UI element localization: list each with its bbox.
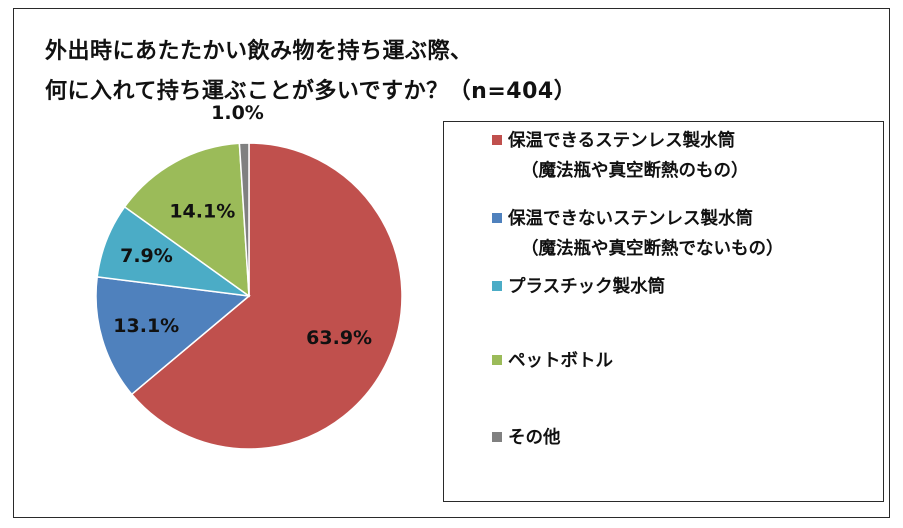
legend-label-non-insulated-steel: 保温できないステンレス製水筒 <box>508 209 753 229</box>
legend-label-other: その他 <box>508 428 561 448</box>
pie-slice-non-insulated-steel <box>95 275 251 396</box>
legend-swatch-pet-bottle <box>492 355 502 365</box>
legend-item-pet-bottle: ペットボトル <box>492 348 613 374</box>
legend-swatch-other <box>492 432 502 442</box>
pie-slice-other <box>238 142 250 297</box>
legend-swatch-non-insulated-steel <box>492 213 502 223</box>
legend-label-insulated-steel: 保温できるステンレス製水筒 <box>508 131 736 151</box>
legend-item-insulated-steel: 保温できるステンレス製水筒 （魔法瓶や真空断熱のもの） <box>492 128 749 184</box>
legend-item-other: その他 <box>492 425 561 451</box>
legend-swatch-insulated-steel <box>492 135 502 145</box>
legend-sublabel-non-insulated-steel: （魔法瓶や真空断熱でないもの） <box>521 239 784 259</box>
legend-item-non-insulated-steel: 保温できないステンレス製水筒 （魔法瓶や真空断熱でないもの） <box>492 206 784 262</box>
data-label-non-insulated-steel: 13.1% <box>113 315 179 337</box>
pie-slice-insulated-steel <box>130 142 403 450</box>
chart-title-line2: 何に入れて持ち運ぶことが多いですか？（n=404） <box>45 79 577 104</box>
data-label-plastic: 7.9% <box>120 245 173 267</box>
data-label-pet-bottle: 14.1% <box>169 201 235 223</box>
legend-label-pet-bottle: ペットボトル <box>508 351 613 371</box>
data-label-insulated-steel: 63.9% <box>306 327 372 349</box>
legend: 保温できるステンレス製水筒 （魔法瓶や真空断熱のもの） 保温できないステンレス製… <box>443 121 884 502</box>
pie-slice-pet-bottle <box>123 142 250 298</box>
chart-title-line1: 外出時にあたたかい飲み物を持ち運ぶ際、 <box>45 39 473 64</box>
legend-item-plastic: プラスチック製水筒 <box>492 274 665 300</box>
data-label-other: 1.0% <box>211 102 264 124</box>
legend-label-plastic: プラスチック製水筒 <box>508 277 666 297</box>
legend-swatch-plastic <box>492 281 502 291</box>
legend-sublabel-insulated-steel: （魔法瓶や真空断熱のもの） <box>521 161 749 181</box>
